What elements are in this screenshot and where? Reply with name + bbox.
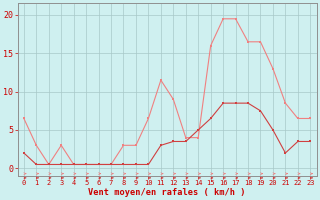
X-axis label: Vent moyen/en rafales ( km/h ): Vent moyen/en rafales ( km/h )	[88, 188, 246, 197]
